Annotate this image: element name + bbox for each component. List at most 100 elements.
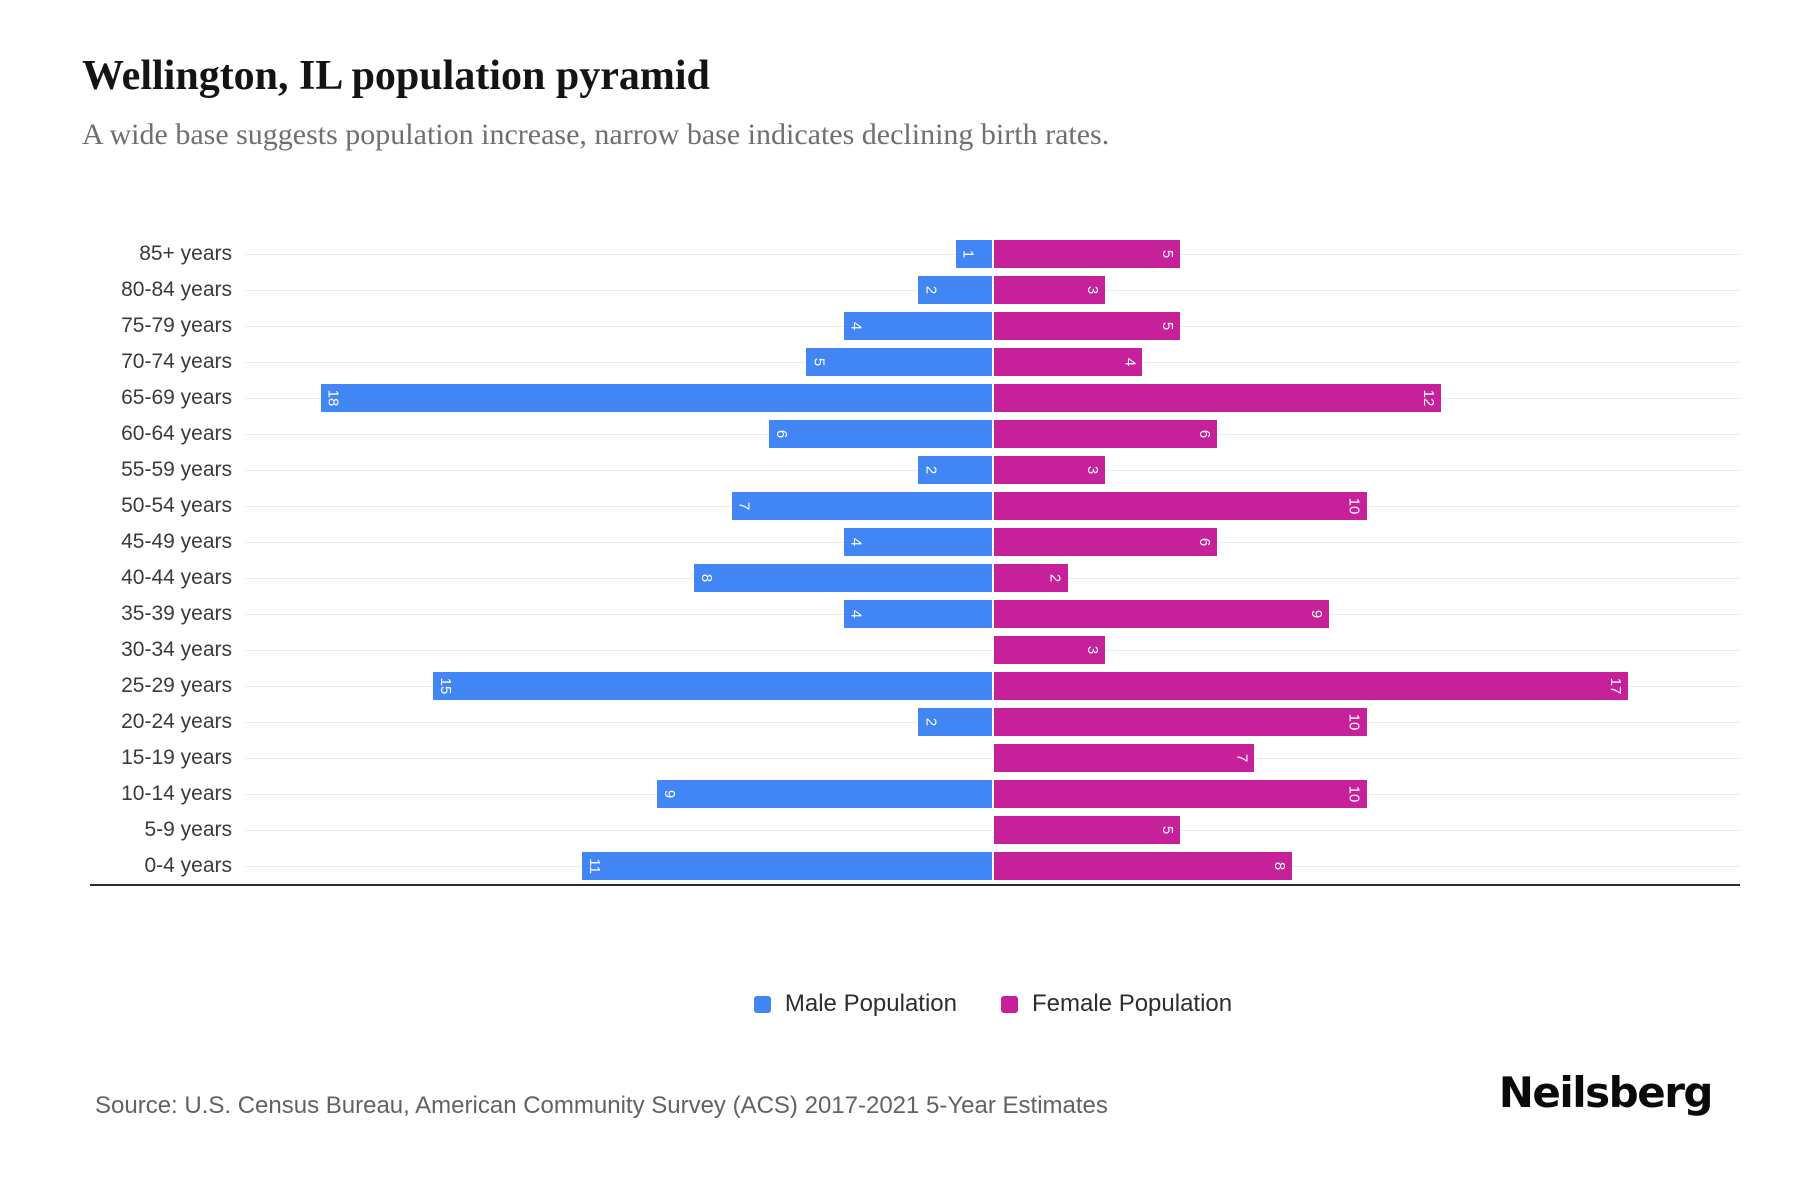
bar-value-label: 7 [1233,753,1251,763]
bar-value-label: 8 [698,573,716,583]
zero-axis-line [992,272,994,308]
table-row: 65-69 years 18 12 [90,380,1740,416]
table-row: 35-39 years 4 9 [90,596,1740,632]
bar-value-label: 4 [1121,357,1139,367]
age-group-label: 35-39 years [121,602,232,625]
female-bar[interactable]: 5 [993,816,1180,844]
male-bar[interactable]: 1 [955,240,993,268]
female-bar[interactable]: 10 [993,492,1367,520]
male-bar[interactable]: 8 [694,564,993,592]
bar-value-label: 10 [1345,785,1363,803]
female-bar[interactable]: 3 [993,276,1106,304]
row-track: 2 10 [246,704,1740,740]
row-track: 7 [246,740,1740,776]
age-group-label: 30-34 years [121,638,232,661]
table-row: 20-24 years 2 10 [90,704,1740,740]
table-row: 40-44 years 8 2 [90,560,1740,596]
male-bar[interactable]: 15 [432,672,993,700]
row-track: 3 [246,632,1740,668]
male-bar[interactable]: 7 [731,492,993,520]
female-bar[interactable]: 6 [993,420,1218,448]
bar-value-label: 6 [1196,429,1214,439]
table-row: 75-79 years 4 5 [90,308,1740,344]
age-group-label: 20-24 years [121,710,232,733]
table-row: 85+ years 1 5 [90,236,1740,272]
male-bar[interactable]: 5 [806,348,993,376]
female-bar[interactable]: 12 [993,384,1442,412]
male-bar[interactable]: 4 [843,600,993,628]
legend-label-male: Male Population [784,990,957,1017]
bar-value-label: 15 [436,677,454,695]
table-row: 30-34 years 3 [90,632,1740,668]
bar-value-label: 4 [847,537,865,547]
bar-value-label: 12 [1420,389,1438,407]
zero-axis-line [992,560,994,596]
zero-axis-line [992,704,994,740]
row-track: 5 [246,812,1740,848]
male-bar[interactable]: 2 [918,456,993,484]
table-row: 60-64 years 6 6 [90,416,1740,452]
population-pyramid-chart: 85+ years 1 5 80-84 years 2 3 75-79 years 4 5 70-… [90,236,1740,886]
female-swatch-icon [1001,995,1018,1013]
bar-value-label: 3 [1084,465,1102,475]
legend-item-female[interactable]: Female Population [1001,990,1232,1018]
male-bar[interactable]: 2 [918,708,993,736]
age-group-label: 70-74 years [121,350,232,373]
male-bar[interactable]: 18 [320,384,993,412]
zero-axis-line [992,668,994,704]
table-row: 45-49 years 4 6 [90,524,1740,560]
legend-item-male[interactable]: Male Population [753,990,957,1018]
female-bar[interactable]: 5 [993,240,1180,268]
female-bar[interactable]: 7 [993,744,1255,772]
zero-axis-line [992,488,994,524]
age-group-label: 50-54 years [121,494,232,517]
zero-axis-line [992,452,994,488]
table-row: 80-84 years 2 3 [90,272,1740,308]
male-bar[interactable]: 9 [656,780,993,808]
row-track: 15 17 [246,668,1740,704]
age-group-label: 0-4 years [144,854,232,877]
bar-value-label: 6 [1196,537,1214,547]
zero-axis-line [992,740,994,776]
female-bar[interactable]: 10 [993,708,1367,736]
male-bar[interactable]: 6 [768,420,993,448]
male-bar[interactable]: 11 [582,852,993,880]
age-group-label: 15-19 years [121,746,232,769]
male-bar[interactable]: 2 [918,276,993,304]
bar-value-label: 3 [1084,645,1102,655]
table-row: 10-14 years 9 10 [90,776,1740,812]
male-bar[interactable]: 4 [843,528,993,556]
female-bar[interactable]: 8 [993,852,1292,880]
bar-value-label: 9 [660,789,678,799]
age-group-label: 55-59 years [121,458,232,481]
female-bar[interactable]: 4 [993,348,1143,376]
zero-axis-line [992,848,994,884]
bar-value-label: 7 [735,501,753,511]
age-group-label: 45-49 years [121,530,232,553]
legend-label-female: Female Population [1032,990,1233,1017]
female-bar[interactable]: 5 [993,312,1180,340]
age-group-label: 60-64 years [121,422,232,445]
female-bar[interactable]: 3 [993,456,1106,484]
bar-value-label: 18 [324,389,342,407]
female-bar[interactable]: 17 [993,672,1628,700]
age-group-label: 75-79 years [121,314,232,337]
bar-value-label: 2 [922,465,940,475]
female-bar[interactable]: 3 [993,636,1106,664]
bar-value-label: 5 [1158,249,1176,259]
zero-axis-line [992,344,994,380]
bar-value-label: 4 [847,321,865,331]
female-bar[interactable]: 10 [993,780,1367,808]
female-bar[interactable]: 2 [993,564,1068,592]
bar-value-label: 2 [1046,573,1064,583]
age-group-label: 65-69 years [121,386,232,409]
female-bar[interactable]: 9 [993,600,1330,628]
table-row: 15-19 years 7 [90,740,1740,776]
male-bar[interactable]: 4 [843,312,993,340]
female-bar[interactable]: 6 [993,528,1218,556]
